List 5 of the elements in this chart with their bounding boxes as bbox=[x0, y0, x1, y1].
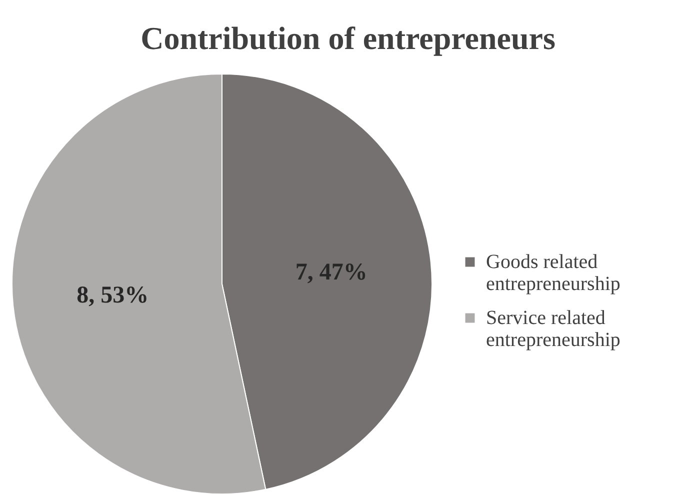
data-label: 7, 47% bbox=[295, 260, 368, 286]
legend-label: Goods related entrepreneurship bbox=[486, 251, 620, 295]
legend-label: Service related entrepreneurship bbox=[486, 307, 620, 351]
data-label: 8, 53% bbox=[76, 282, 149, 308]
chart-title: Contribution of entrepreneurs bbox=[140, 20, 556, 56]
